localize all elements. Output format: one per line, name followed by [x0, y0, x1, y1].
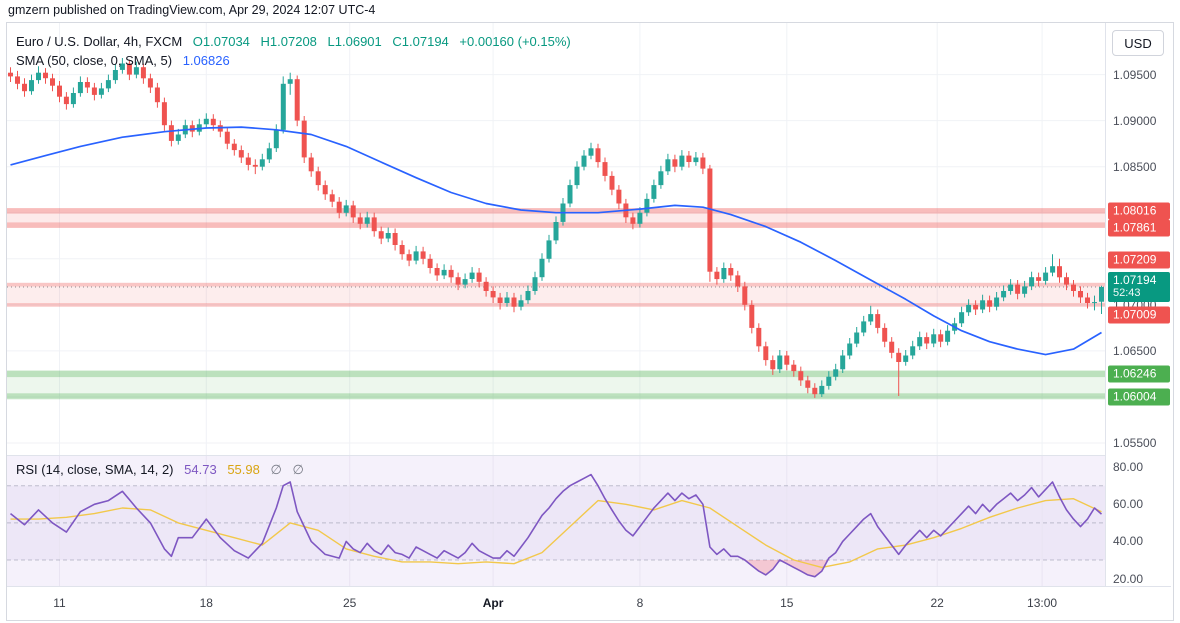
time-axis-label: 8: [636, 596, 644, 610]
rsi-legend-value: 54.73: [184, 462, 217, 477]
rsi-empty-symbol: ∅: [270, 462, 282, 477]
rsi-axis-label: 60.00: [1113, 497, 1144, 512]
rsi-legend[interactable]: RSI (14, close, SMA, 14, 2) 54.73 55.98 …: [16, 460, 304, 479]
price-axis-label: 1.09000: [1113, 113, 1157, 128]
price-pane[interactable]: [7, 23, 1105, 455]
currency-button[interactable]: USD: [1112, 30, 1164, 56]
price-level-badge[interactable]: 1.07861: [1108, 219, 1170, 237]
ohlc-change: +0.00160 (+0.15%): [459, 34, 571, 49]
symbol-legend[interactable]: Euro / U.S. Dollar, 4h, FXCM O1.07034 H1…: [16, 32, 571, 70]
chart-frame: USD 1.095001.090001.085001.080001.075001…: [6, 22, 1174, 621]
pane-divider[interactable]: [7, 455, 1171, 456]
current-price-badge[interactable]: 1.07194 52:43: [1108, 271, 1170, 302]
attribution-text: gmzern published on TradingView.com, Apr…: [8, 3, 376, 17]
price-axis-label: 1.08500: [1113, 159, 1157, 174]
sma-legend-value: 1.06826: [182, 53, 230, 68]
price-axis-label: 1.09500: [1113, 67, 1157, 82]
rsi-axis-label: 80.00: [1113, 460, 1144, 475]
ohlc-close: C1.07194: [392, 34, 449, 49]
rsi-empty-symbol: ∅: [292, 462, 304, 477]
price-level-badge[interactable]: 1.06246: [1108, 365, 1170, 383]
ohlc-low: L1.06901: [327, 34, 382, 49]
time-axis[interactable]: 11 18 25 Apr 8 15 22 13:00: [7, 586, 1171, 619]
rsi-axis-label: 20.00: [1113, 571, 1144, 586]
candlestick-chart[interactable]: [7, 23, 1105, 455]
price-level-badge[interactable]: 1.08016: [1108, 202, 1170, 220]
time-axis-label: Apr: [482, 596, 504, 610]
sma-legend-row: SMA (50, close, 0, SMA, 5) 1.06826: [16, 51, 571, 70]
time-axis-label: 13:00: [1027, 596, 1058, 610]
rsi-chart[interactable]: [7, 456, 1105, 586]
price-axis[interactable]: USD 1.095001.090001.085001.080001.075001…: [1105, 23, 1172, 586]
time-axis-label: 22: [930, 596, 944, 610]
ohlc-high: H1.07208: [260, 34, 317, 49]
price-axis-label: 1.06500: [1113, 343, 1157, 358]
time-axis-label: 25: [343, 596, 357, 610]
time-axis-label: 15: [780, 596, 794, 610]
rsi-ma-legend-value: 55.98: [227, 462, 260, 477]
current-price-value: 1.07194: [1113, 272, 1157, 287]
time-axis-label: 18: [199, 596, 213, 610]
sma-legend-title[interactable]: SMA (50, close, 0, SMA, 5): [16, 53, 173, 68]
price-axis-label: 1.05500: [1113, 436, 1157, 451]
rsi-legend-title[interactable]: RSI (14, close, SMA, 14, 2): [16, 462, 174, 477]
rsi-axis-label: 40.00: [1113, 534, 1144, 549]
rsi-legend-row: RSI (14, close, SMA, 14, 2) 54.73 55.98 …: [16, 460, 304, 479]
symbol-legend-row: Euro / U.S. Dollar, 4h, FXCM O1.07034 H1…: [16, 32, 571, 51]
ohlc-open: O1.07034: [192, 34, 250, 49]
time-axis-label: 11: [53, 596, 66, 610]
price-level-badge[interactable]: 1.07009: [1108, 306, 1170, 324]
rsi-pane[interactable]: [7, 456, 1105, 586]
symbol-title[interactable]: Euro / U.S. Dollar, 4h, FXCM: [16, 34, 183, 49]
price-level-badge[interactable]: 1.06004: [1108, 388, 1170, 406]
bar-countdown: 52:43: [1113, 286, 1141, 299]
price-level-badge[interactable]: 1.07209: [1108, 251, 1170, 269]
